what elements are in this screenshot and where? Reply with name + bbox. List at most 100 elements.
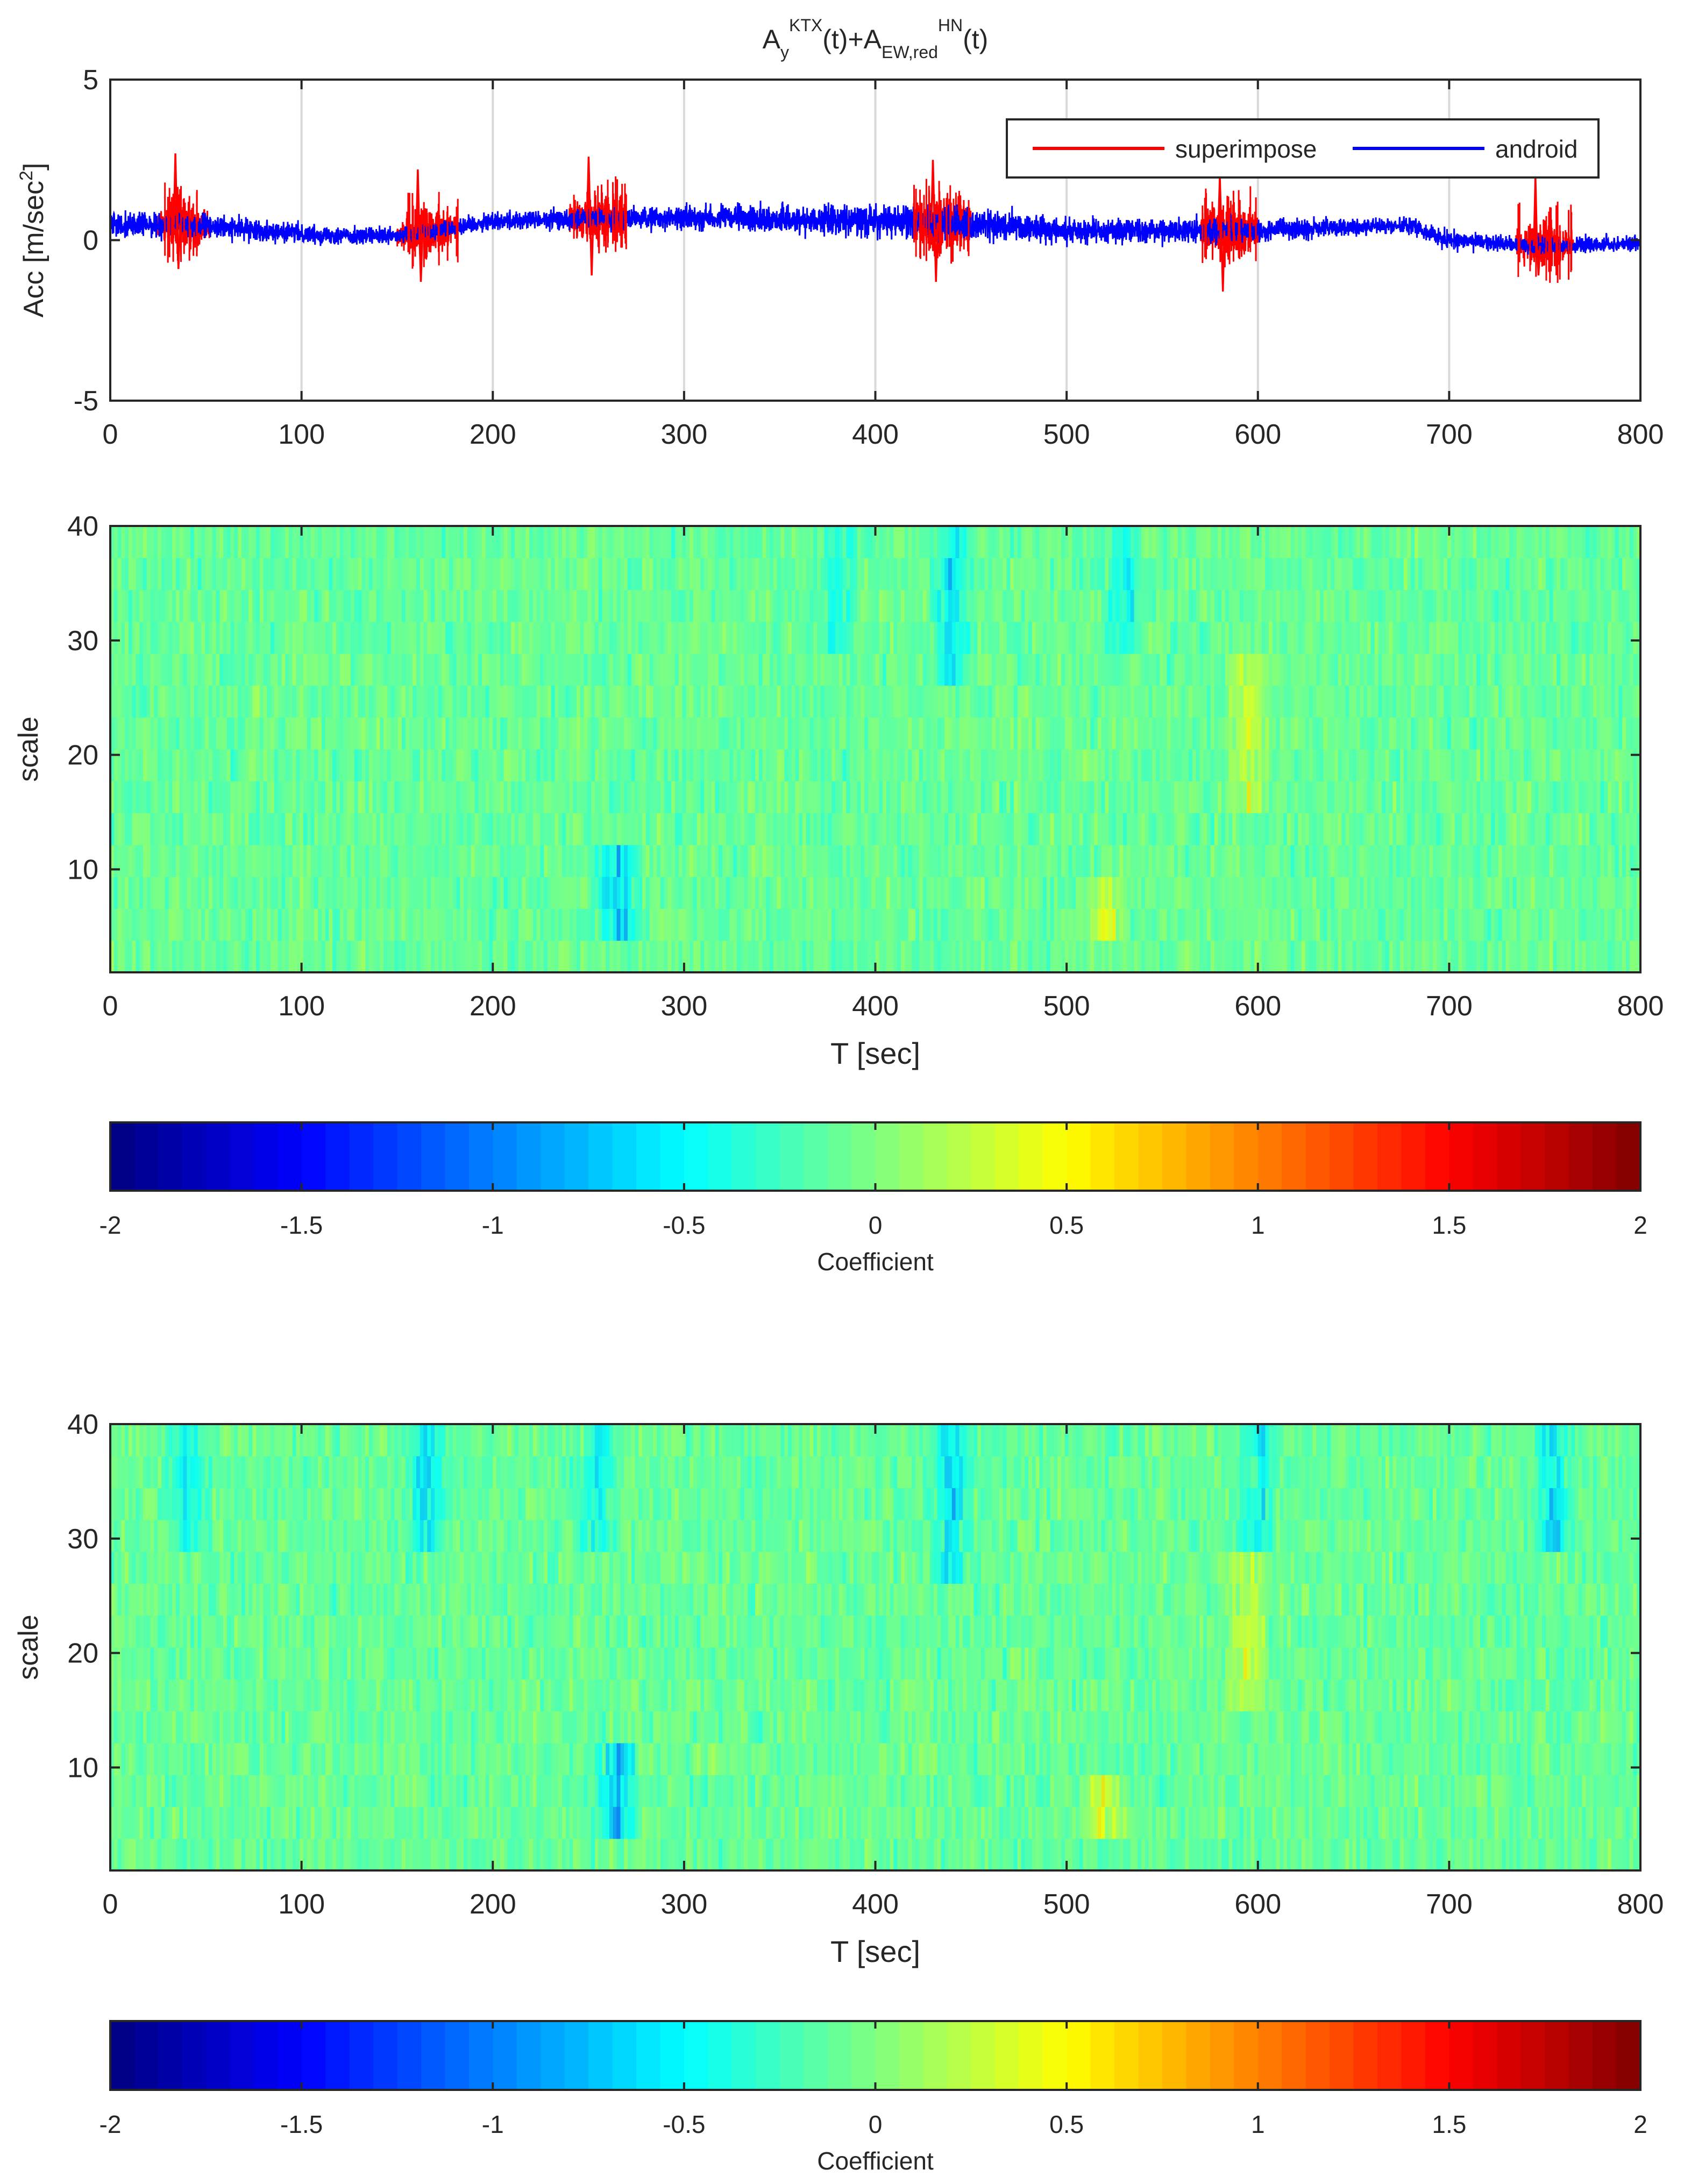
heatmap-cell bbox=[1097, 717, 1102, 750]
heatmap-cell bbox=[966, 621, 971, 654]
heatmap-cell bbox=[1068, 717, 1072, 750]
heatmap-cell bbox=[988, 621, 992, 654]
heatmap-cell bbox=[434, 526, 439, 558]
heatmap-cell bbox=[1123, 940, 1127, 973]
heatmap-cell bbox=[992, 844, 996, 877]
heatmap-cell bbox=[532, 940, 537, 973]
heatmap-cell bbox=[190, 781, 195, 814]
heatmap-cell bbox=[1287, 621, 1291, 654]
heatmap-cell bbox=[536, 908, 541, 941]
heatmap-cell bbox=[835, 717, 840, 750]
heatmap-cell bbox=[555, 653, 559, 686]
heatmap-cell bbox=[715, 558, 719, 591]
heatmap-cell bbox=[1032, 908, 1036, 941]
heatmap-cell bbox=[1126, 526, 1131, 558]
heatmap-cell bbox=[1054, 558, 1058, 591]
heatmap-cell bbox=[540, 877, 544, 909]
heatmap-cell bbox=[1123, 908, 1127, 941]
heatmap-cell bbox=[318, 526, 322, 558]
heatmap-cell bbox=[875, 526, 879, 558]
heatmap-cell bbox=[1360, 844, 1364, 877]
heatmap-cell bbox=[1032, 653, 1036, 686]
heatmap-cell bbox=[1338, 589, 1342, 622]
heatmap-cell bbox=[1170, 877, 1175, 909]
heatmap-cell bbox=[904, 844, 909, 877]
heatmap-cell bbox=[1050, 877, 1054, 909]
heatmap-cell bbox=[1319, 526, 1324, 558]
heatmap-cell bbox=[1269, 749, 1273, 781]
heatmap-cell bbox=[318, 813, 322, 845]
heatmap-cell bbox=[587, 813, 592, 845]
heatmap-cell bbox=[1294, 653, 1298, 686]
heatmap-cell bbox=[507, 589, 511, 622]
heatmap-cell bbox=[1269, 908, 1273, 941]
heatmap-cell bbox=[1013, 558, 1018, 591]
heatmap-cell bbox=[1305, 589, 1310, 622]
heatmap-cell bbox=[194, 717, 198, 750]
heatmap-cell bbox=[226, 526, 231, 558]
heatmap-cell bbox=[372, 526, 377, 558]
heatmap-cell bbox=[879, 781, 883, 814]
heatmap-cell bbox=[321, 781, 326, 814]
heatmap-cell bbox=[900, 844, 905, 877]
heatmap-cell bbox=[110, 653, 115, 686]
heatmap-cell bbox=[791, 558, 796, 591]
heatmap-cell bbox=[511, 717, 515, 750]
heatmap-cell bbox=[336, 717, 340, 750]
heatmap-cell bbox=[485, 589, 490, 622]
heatmap-cell bbox=[413, 653, 417, 686]
heatmap-cell bbox=[267, 685, 271, 718]
heatmap-cell bbox=[1017, 621, 1022, 654]
heatmap-cell bbox=[481, 653, 486, 686]
heatmap-cell bbox=[1352, 653, 1357, 686]
heatmap-cell bbox=[500, 526, 505, 558]
heatmap-cell bbox=[234, 877, 238, 909]
heatmap-cell bbox=[569, 526, 573, 558]
heatmap-cell bbox=[1363, 749, 1368, 781]
heatmap-cell bbox=[1214, 717, 1218, 750]
heatmap-cell bbox=[1352, 589, 1357, 622]
heatmap-cell bbox=[773, 813, 778, 845]
heatmap-cell bbox=[631, 813, 636, 845]
heatmap-cell bbox=[744, 749, 748, 781]
heatmap-cell bbox=[733, 844, 737, 877]
heatmap-cell bbox=[496, 781, 501, 814]
heatmap-cell bbox=[536, 685, 541, 718]
heatmap-cell bbox=[1192, 877, 1197, 909]
heatmap-cell bbox=[791, 526, 796, 558]
heatmap-cell bbox=[405, 717, 410, 750]
heatmap-cell bbox=[890, 940, 894, 973]
heatmap-cell bbox=[1250, 877, 1255, 909]
heatmap-cell bbox=[645, 526, 650, 558]
heatmap-cell bbox=[893, 621, 898, 654]
heatmap-cell bbox=[110, 621, 115, 654]
heatmap-cell bbox=[310, 813, 315, 845]
heatmap-cell bbox=[631, 717, 636, 750]
heatmap-cell bbox=[766, 781, 770, 814]
heatmap-cell bbox=[751, 621, 756, 654]
heatmap-cell bbox=[649, 685, 653, 718]
heatmap-cell bbox=[113, 621, 118, 654]
heatmap-cell bbox=[256, 589, 260, 622]
heatmap-cell bbox=[573, 908, 577, 941]
heatmap-cell bbox=[1170, 749, 1175, 781]
heatmap-cell bbox=[158, 526, 162, 558]
heatmap-cell bbox=[285, 940, 289, 973]
heatmap-cell bbox=[1338, 653, 1342, 686]
heatmap-cell bbox=[390, 781, 395, 814]
heatmap-cell bbox=[449, 940, 453, 973]
heatmap-cell bbox=[832, 749, 836, 781]
heatmap-cell bbox=[671, 717, 676, 750]
heatmap-cell bbox=[401, 621, 406, 654]
heatmap-cell bbox=[974, 877, 978, 909]
heatmap-cell bbox=[325, 717, 330, 750]
heatmap-cell bbox=[824, 877, 829, 909]
heatmap-cell bbox=[259, 940, 264, 973]
heatmap-cell bbox=[310, 781, 315, 814]
heatmap-cell bbox=[944, 940, 949, 973]
heatmap-cell bbox=[693, 749, 698, 781]
heatmap-cell bbox=[955, 589, 960, 622]
heatmap-cell bbox=[183, 589, 187, 622]
heatmap-cell bbox=[1032, 844, 1036, 877]
heatmap-cell bbox=[784, 813, 788, 845]
